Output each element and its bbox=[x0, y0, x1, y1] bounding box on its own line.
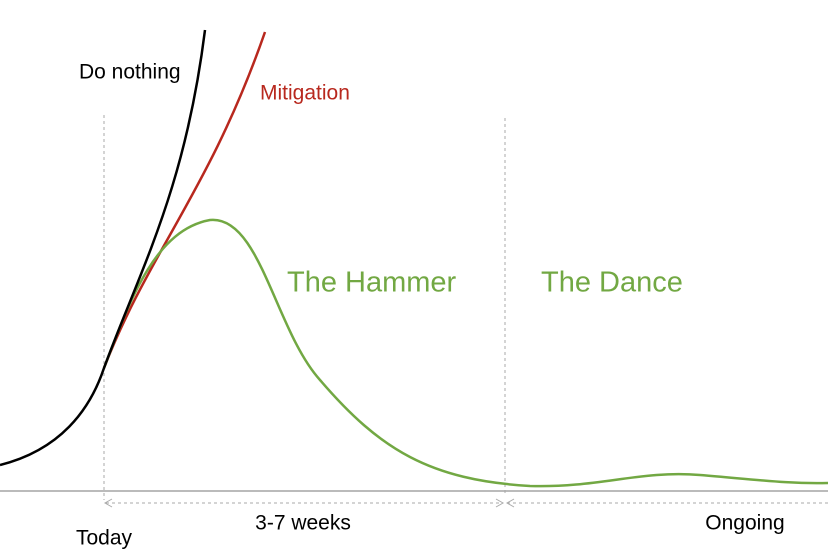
duration-arrows bbox=[103, 498, 828, 508]
do-nothing-label: Do nothing bbox=[79, 61, 181, 84]
hammer-curve bbox=[102, 218, 828, 488]
do-nothing-curve bbox=[0, 29, 207, 467]
dance-label: The Dance bbox=[541, 267, 683, 299]
mitigation-label: Mitigation bbox=[260, 82, 350, 105]
mitigation-curve bbox=[102, 31, 267, 369]
hammer-label: The Hammer bbox=[287, 267, 457, 299]
ongoing-label: Ongoing bbox=[705, 512, 784, 535]
today-label: Today bbox=[76, 527, 133, 550]
weeks-label: 3-7 weeks bbox=[255, 512, 351, 535]
